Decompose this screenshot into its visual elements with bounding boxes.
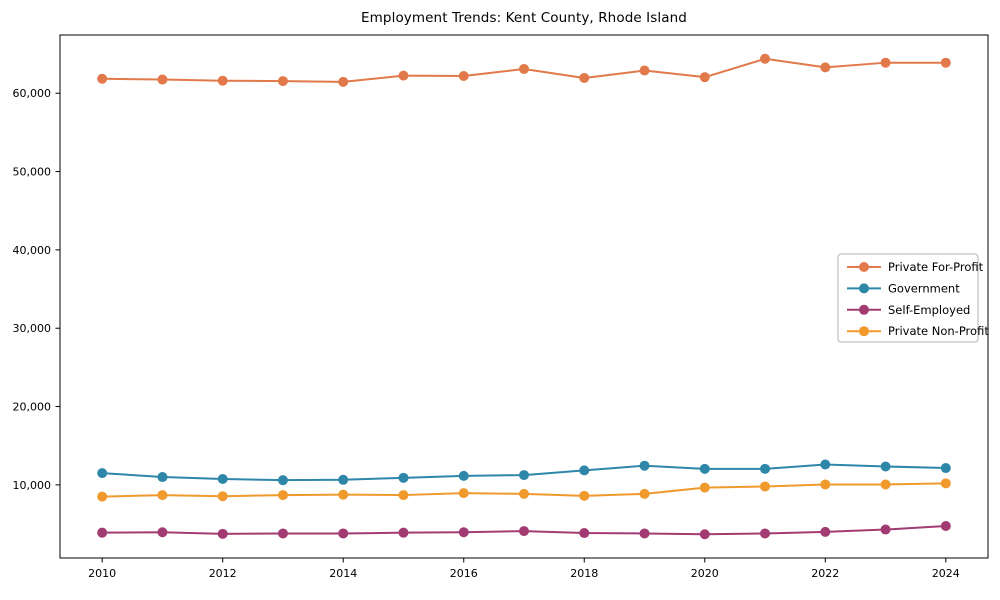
data-point bbox=[639, 460, 650, 471]
data-point bbox=[398, 490, 409, 501]
data-point bbox=[579, 528, 590, 539]
x-tick-label: 2016 bbox=[450, 567, 478, 580]
data-point bbox=[217, 474, 228, 485]
data-point bbox=[880, 57, 891, 68]
data-point bbox=[820, 62, 831, 73]
data-point bbox=[519, 63, 529, 74]
data-point bbox=[699, 529, 710, 540]
data-point bbox=[217, 491, 228, 502]
data-point bbox=[820, 479, 831, 490]
data-point bbox=[338, 528, 349, 539]
legend-label: Private Non-Profit bbox=[888, 324, 989, 338]
legend-label: Government bbox=[888, 281, 960, 295]
data-point bbox=[97, 491, 108, 502]
legend-swatch-marker bbox=[859, 262, 869, 272]
data-point bbox=[940, 463, 951, 474]
data-point bbox=[338, 489, 349, 500]
data-point bbox=[760, 463, 771, 474]
data-point bbox=[217, 528, 228, 539]
data-point bbox=[458, 470, 469, 481]
data-point bbox=[940, 521, 951, 532]
data-point bbox=[639, 488, 650, 499]
data-point bbox=[97, 468, 108, 479]
x-tick-label: 2022 bbox=[811, 567, 839, 580]
data-point bbox=[880, 461, 891, 472]
y-tick-label: 40,000 bbox=[13, 244, 52, 257]
data-point bbox=[820, 526, 831, 537]
data-point bbox=[760, 528, 771, 539]
x-tick-label: 2010 bbox=[88, 567, 116, 580]
data-point bbox=[880, 479, 891, 490]
data-point bbox=[277, 528, 288, 539]
data-point bbox=[579, 72, 590, 83]
y-tick-label: 50,000 bbox=[13, 166, 52, 179]
legend-label: Private For-Profit bbox=[888, 260, 984, 274]
data-point bbox=[157, 527, 168, 538]
data-point bbox=[277, 475, 288, 486]
legend-label: Self-Employed bbox=[888, 303, 970, 317]
data-point bbox=[157, 472, 168, 483]
data-point bbox=[760, 53, 771, 64]
data-point bbox=[277, 76, 288, 87]
data-point bbox=[458, 488, 469, 499]
legend-box bbox=[837, 253, 979, 343]
legend-swatch-marker bbox=[859, 326, 869, 337]
data-point bbox=[398, 527, 409, 538]
data-point bbox=[458, 71, 469, 82]
data-point bbox=[458, 527, 469, 538]
x-tick-label: 2014 bbox=[329, 567, 357, 580]
x-tick-label: 2018 bbox=[570, 567, 598, 580]
data-point bbox=[519, 526, 529, 537]
data-point bbox=[97, 527, 108, 538]
data-point bbox=[820, 459, 831, 470]
data-point bbox=[157, 74, 168, 85]
data-point bbox=[880, 524, 891, 535]
data-point bbox=[639, 65, 650, 76]
data-point bbox=[519, 488, 529, 499]
data-point bbox=[940, 57, 951, 68]
data-point bbox=[699, 463, 710, 474]
data-point bbox=[157, 490, 168, 501]
legend-swatch-marker bbox=[859, 304, 869, 315]
data-point bbox=[760, 481, 771, 492]
y-tick-label: 20,000 bbox=[13, 401, 52, 414]
data-point bbox=[97, 73, 108, 84]
data-point bbox=[699, 72, 710, 83]
y-tick-label: 60,000 bbox=[13, 87, 52, 100]
x-tick-label: 2024 bbox=[932, 567, 960, 580]
y-tick-label: 10,000 bbox=[13, 479, 52, 492]
legend-swatch-marker bbox=[859, 283, 869, 294]
data-point bbox=[940, 478, 951, 489]
data-point bbox=[217, 75, 228, 86]
data-point bbox=[398, 472, 409, 483]
data-point bbox=[338, 76, 349, 87]
plot-frame bbox=[59, 34, 989, 559]
x-tick-label: 2020 bbox=[691, 567, 719, 580]
data-point bbox=[519, 470, 529, 481]
data-point bbox=[579, 490, 590, 501]
x-tick-label: 2012 bbox=[209, 567, 237, 580]
data-point bbox=[579, 465, 590, 476]
data-point bbox=[338, 474, 349, 485]
data-point bbox=[277, 490, 288, 501]
data-point bbox=[639, 528, 650, 539]
y-tick-label: 30,000 bbox=[13, 322, 52, 335]
data-point bbox=[398, 70, 409, 81]
data-point bbox=[699, 482, 710, 493]
chart-title: Employment Trends: Kent County, Rhode Is… bbox=[361, 10, 687, 26]
